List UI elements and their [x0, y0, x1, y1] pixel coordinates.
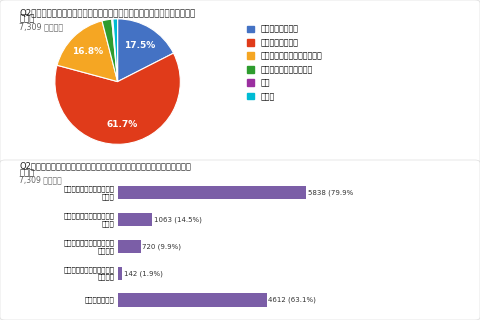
Text: ださい: ださい — [19, 168, 34, 177]
Text: 4612 (63.1%): 4612 (63.1%) — [268, 297, 316, 303]
Text: 61.7%: 61.7% — [107, 120, 138, 129]
Text: 7,309 件の回答: 7,309 件の回答 — [19, 22, 63, 31]
Bar — [118, 186, 306, 199]
Bar — [118, 213, 152, 226]
Legend: 帰省先の実家など, 通学範囲内の実家, 一人暮らし（アパートなど）, 学生寮や運動部などの寮, 国外, その他: 帰省先の実家など, 通学範囲内の実家, 一人暮らし（アパートなど）, 学生寮や運… — [247, 25, 323, 101]
Wedge shape — [57, 21, 118, 82]
Wedge shape — [102, 19, 118, 82]
Text: ださい: ださい — [19, 14, 35, 23]
Text: 142 (1.9%): 142 (1.9%) — [124, 270, 163, 276]
Text: 5838 (79.9%: 5838 (79.9% — [308, 189, 353, 196]
Text: 720 (9.9%): 720 (9.9%) — [143, 243, 181, 250]
Text: Q2　オンライン授業を受講する際に使用している機器を、すべて選んでく: Q2 オンライン授業を受講する際に使用している機器を、すべて選んでく — [19, 8, 195, 17]
Wedge shape — [55, 53, 180, 144]
Text: 16.8%: 16.8% — [72, 47, 103, 56]
Text: 1063 (14.5%): 1063 (14.5%) — [154, 216, 202, 223]
Text: Q2　オンライン授業を受講する際に使用している機器を、すべて選んでく: Q2 オンライン授業を受講する際に使用している機器を、すべて選んでく — [19, 162, 191, 171]
Bar — [118, 267, 122, 280]
Text: 7,309 件の回答: 7,309 件の回答 — [19, 175, 62, 184]
Text: 17.5%: 17.5% — [124, 41, 156, 50]
Wedge shape — [112, 19, 118, 82]
Bar — [118, 240, 141, 253]
Bar — [118, 293, 266, 307]
Wedge shape — [118, 19, 173, 82]
Wedge shape — [113, 19, 118, 82]
